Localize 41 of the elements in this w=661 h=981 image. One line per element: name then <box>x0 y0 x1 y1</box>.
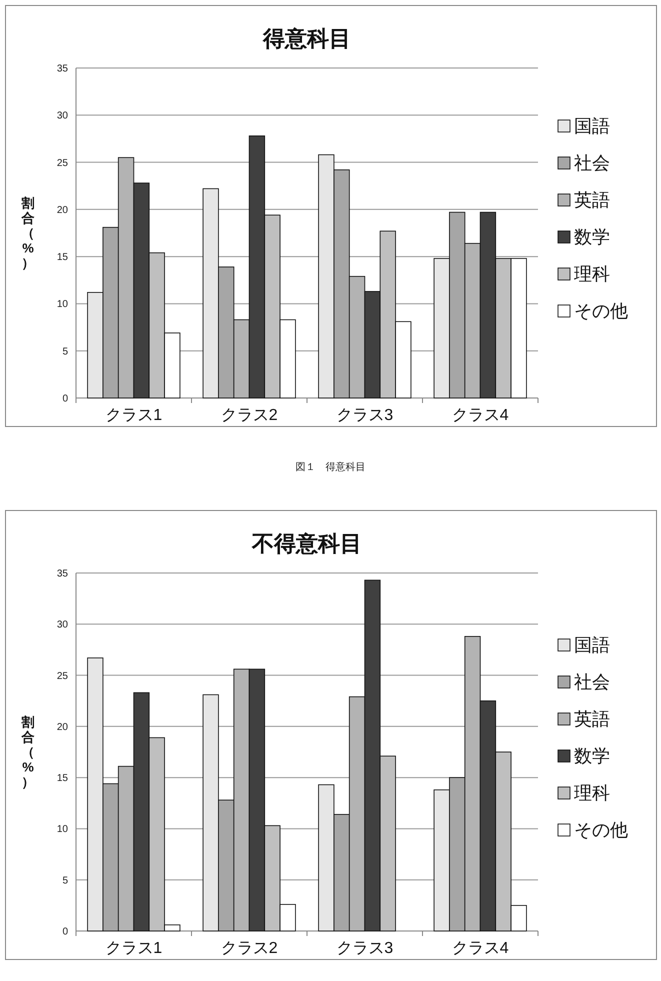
x-tick-label: クラス3 <box>336 407 394 424</box>
legend-label: 数学 <box>574 746 610 766</box>
x-tick-label: クラス4 <box>452 407 509 424</box>
y-tick-label: 5 <box>62 346 68 358</box>
x-tick-label: クラス1 <box>105 940 162 957</box>
y-tick-label: 10 <box>56 824 68 836</box>
caption: 図１ 得意科目 <box>294 460 366 474</box>
y-tick-label: 0 <box>62 394 68 404</box>
chart-title: 得意科目 <box>262 26 351 51</box>
y-tick-label: 35 <box>56 568 68 580</box>
legend-label: 数学 <box>574 227 610 247</box>
x-tick-label: クラス1 <box>105 407 162 424</box>
y-axis-title: 割合（%） <box>20 196 34 270</box>
y-tick-label: 30 <box>56 620 68 631</box>
legend-label: 社会 <box>574 153 610 173</box>
y-tick-label: 35 <box>56 64 68 74</box>
legend-label: 国語 <box>574 116 610 136</box>
legend-label: その他 <box>574 301 628 321</box>
y-axis-title: 割合（%） <box>20 714 34 790</box>
legend-label: 英語 <box>574 709 610 729</box>
legend-label: 国語 <box>574 635 610 655</box>
y-tick-label: 5 <box>62 875 68 886</box>
legend-label: 理科 <box>574 264 610 284</box>
x-tick-label: クラス4 <box>452 940 509 957</box>
y-tick-label: 20 <box>56 204 68 216</box>
legend-label: 社会 <box>574 672 610 692</box>
x-tick-label: クラス2 <box>220 940 278 957</box>
y-tick-label: 10 <box>56 299 68 310</box>
y-tick-label: 15 <box>56 252 68 264</box>
y-tick-label: 20 <box>56 722 68 733</box>
y-tick-label: 30 <box>56 110 68 122</box>
x-tick-label: クラス3 <box>336 940 394 957</box>
legend-label: 理科 <box>574 783 610 803</box>
y-tick-label: 0 <box>62 926 68 938</box>
y-tick-label: 25 <box>56 670 68 682</box>
y-tick-label: 15 <box>56 773 68 784</box>
legend-label: 英語 <box>574 190 610 210</box>
chart-title: 不得意科目 <box>251 531 362 556</box>
x-tick-label: クラス2 <box>220 407 278 424</box>
y-tick-label: 25 <box>56 158 68 169</box>
legend-label: その他 <box>574 820 628 840</box>
